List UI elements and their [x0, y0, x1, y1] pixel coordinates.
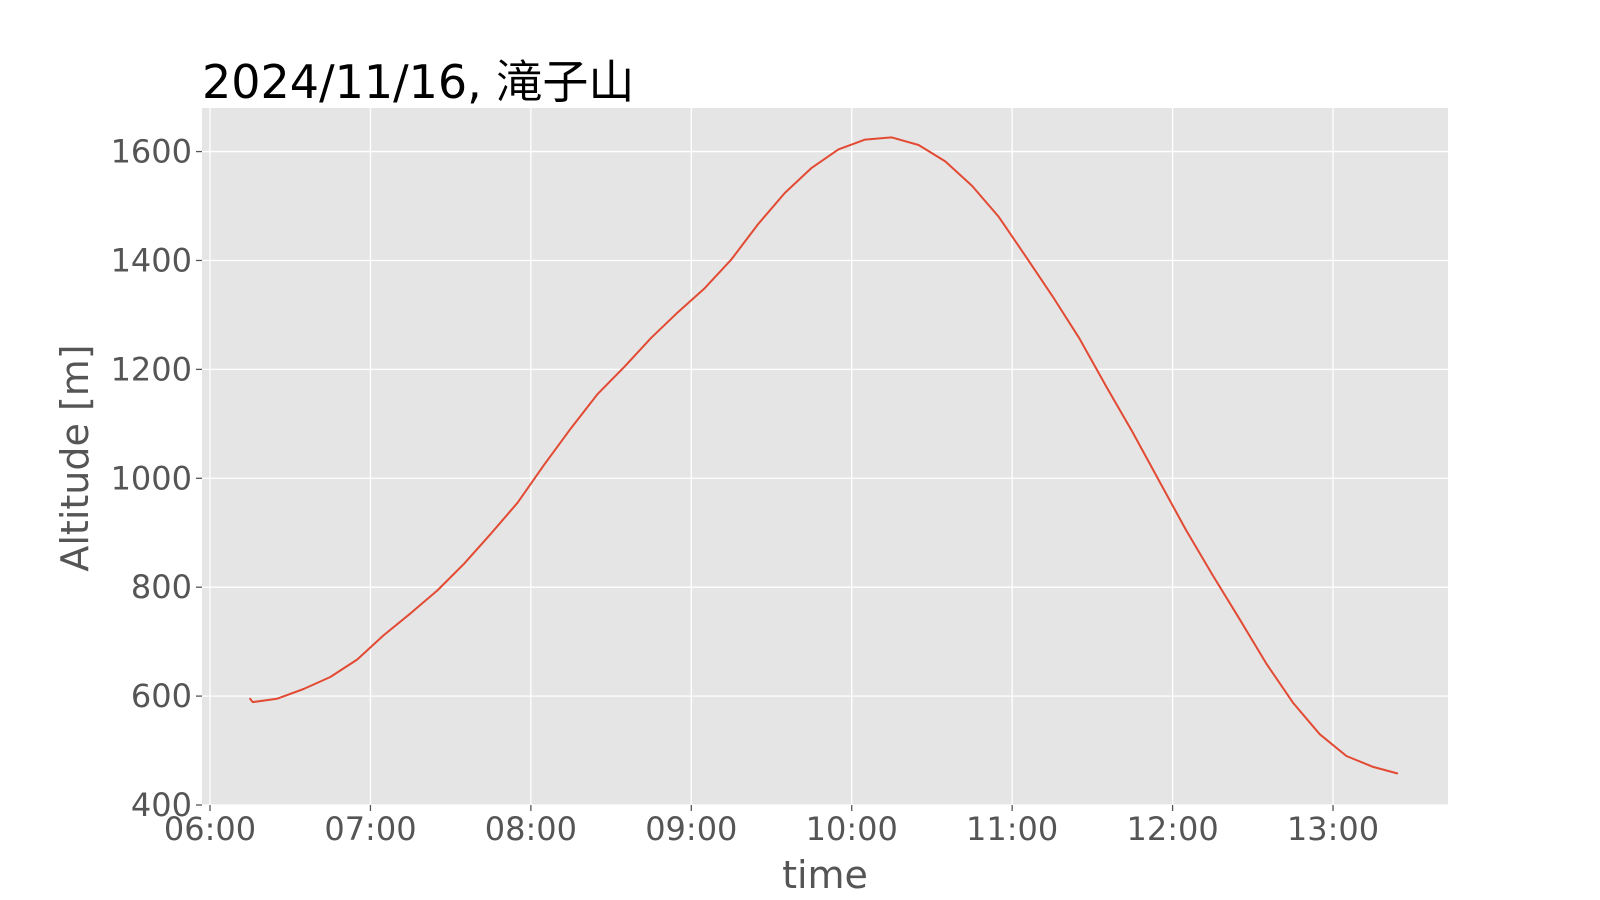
y-tick-label: 800 — [131, 568, 192, 606]
altitude-series-line — [249, 136, 1399, 775]
x-tick-label: 10:00 — [806, 810, 898, 848]
y-tick-label: 1000 — [111, 459, 192, 497]
x-tick-label: 13:00 — [1287, 810, 1379, 848]
y-tick-label: 1200 — [111, 350, 192, 388]
y-tick-label: 1600 — [111, 133, 192, 171]
grid-lines — [202, 108, 1448, 806]
x-tick-label: 09:00 — [645, 810, 737, 848]
x-tick-label: 06:00 — [164, 810, 256, 848]
x-tick-label: 08:00 — [485, 810, 577, 848]
series-layer — [249, 136, 1399, 775]
axis-ticks: 06:00 07:00 08:00 09:00 10:00 11:00 12:00 13:00… — [111, 133, 1380, 848]
y-tick-label: 400 — [131, 786, 192, 824]
x-axis-label: time — [782, 853, 868, 897]
y-tick-label: 600 — [131, 677, 192, 715]
chart-title: 2024/11/16, 滝子山 — [202, 55, 634, 109]
y-tick-label: 1400 — [111, 241, 192, 279]
y-axis-label: Altitude [m] — [53, 344, 97, 571]
x-tick-label: 07:00 — [324, 810, 416, 848]
x-tick-label: 11:00 — [966, 810, 1058, 848]
plot-area — [202, 108, 1448, 805]
x-tick-label: 12:00 — [1126, 810, 1218, 848]
